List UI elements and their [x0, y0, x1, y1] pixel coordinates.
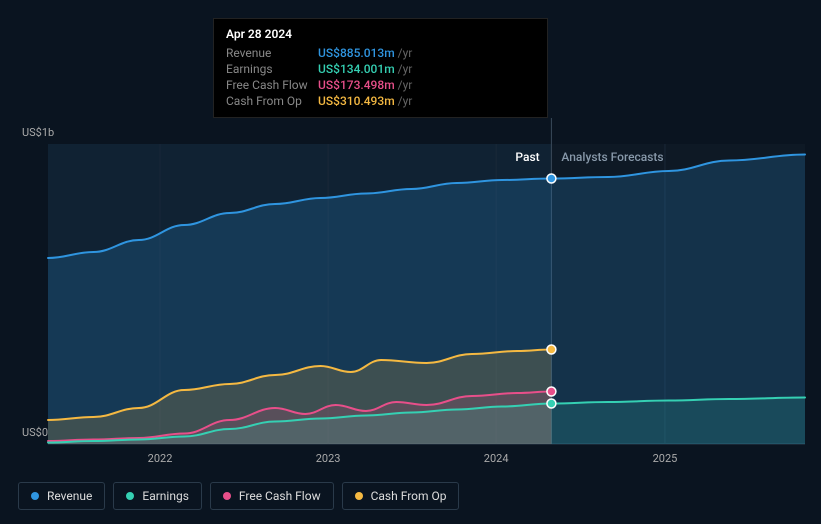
- x-axis-label: 2023: [316, 452, 341, 465]
- legend-item-earnings[interactable]: Earnings: [113, 482, 202, 510]
- series-marker-earnings: [547, 399, 556, 408]
- legend-dot-icon: [223, 492, 231, 500]
- series-marker-free_cash_flow: [547, 387, 556, 396]
- tooltip-row-value: US$173.498m: [318, 78, 395, 92]
- tooltip-row-unit: /yr: [398, 62, 413, 76]
- chart-tooltip: Apr 28 2024 RevenueUS$885.013m/yrEarning…: [213, 18, 548, 118]
- x-axis-label: 2025: [653, 452, 678, 465]
- legend-dot-icon: [355, 492, 363, 500]
- legend-item-label: Free Cash Flow: [239, 489, 321, 503]
- x-axis-label: 2024: [484, 452, 509, 465]
- legend-item-cash_from_op[interactable]: Cash From Op: [342, 482, 460, 510]
- tooltip-row-value: US$310.493m: [318, 94, 395, 108]
- tooltip-row-label: Revenue: [226, 46, 318, 60]
- y-axis-label-top: US$1b: [22, 126, 54, 139]
- tooltip-row-label: Cash From Op: [226, 94, 318, 108]
- forecast-region-label: Analysts Forecasts: [561, 150, 663, 164]
- x-axis-label: 2022: [148, 452, 173, 465]
- chart-legend: Revenue Earnings Free Cash Flow Cash From O…: [18, 482, 459, 510]
- legend-dot-icon: [126, 492, 134, 500]
- tooltip-row-unit: /yr: [398, 78, 413, 92]
- legend-item-label: Cash From Op: [371, 489, 447, 503]
- tooltip-row: RevenueUS$885.013m/yr: [226, 45, 535, 61]
- tooltip-row-unit: /yr: [398, 94, 413, 108]
- tooltip-row: Free Cash FlowUS$173.498m/yr: [226, 77, 535, 93]
- legend-item-label: Revenue: [47, 489, 92, 503]
- past-region-label: Past: [515, 150, 539, 164]
- tooltip-row-value: US$134.001m: [318, 62, 395, 76]
- series-marker-cash_from_op: [547, 345, 556, 354]
- tooltip-date: Apr 28 2024: [226, 27, 535, 41]
- legend-dot-icon: [31, 492, 39, 500]
- tooltip-row-label: Earnings: [226, 62, 318, 76]
- y-axis-label-bottom: US$0: [22, 426, 48, 439]
- tooltip-row-label: Free Cash Flow: [226, 78, 318, 92]
- legend-item-label: Earnings: [142, 489, 189, 503]
- legend-item-free_cash_flow[interactable]: Free Cash Flow: [210, 482, 334, 510]
- tooltip-row: EarningsUS$134.001m/yr: [226, 61, 535, 77]
- tooltip-row-unit: /yr: [398, 46, 413, 60]
- tooltip-row: Cash From OpUS$310.493m/yr: [226, 93, 535, 109]
- series-marker-revenue: [547, 174, 556, 183]
- legend-item-revenue[interactable]: Revenue: [18, 482, 105, 510]
- tooltip-row-value: US$885.013m: [318, 46, 395, 60]
